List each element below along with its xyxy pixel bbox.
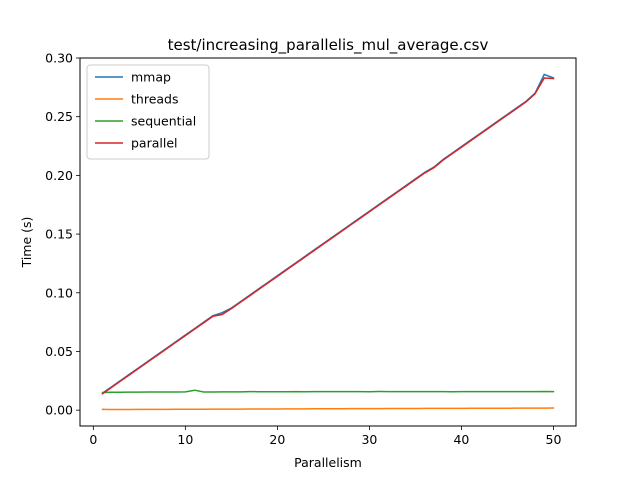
y-tick-label: 0.25 xyxy=(45,109,73,124)
x-tick-label: 40 xyxy=(453,432,469,447)
series-line-sequential xyxy=(101,389,555,394)
x-axis-label: Parallelism xyxy=(294,455,362,470)
legend-label-parallel: parallel xyxy=(131,136,178,151)
x-axis: 0 10 20 30 40 50 xyxy=(89,426,561,447)
x-tick-label: 0 xyxy=(89,432,97,447)
x-tick-label: 10 xyxy=(177,432,193,447)
y-tick-label: 0.20 xyxy=(45,168,73,183)
chart-title: test/increasing_parallelis_mul_average.c… xyxy=(168,36,489,55)
legend: mmap threads sequential parallel xyxy=(86,64,210,160)
series-layer xyxy=(101,73,555,411)
y-axis-label: Time (s) xyxy=(19,217,34,269)
legend-box xyxy=(86,64,210,160)
x-tick-label: 50 xyxy=(546,432,562,447)
series-line-threads xyxy=(101,407,555,411)
y-tick-label: 0.10 xyxy=(45,285,73,300)
x-tick-label: 30 xyxy=(361,432,377,447)
legend-label-mmap: mmap xyxy=(131,70,171,85)
legend-label-threads: threads xyxy=(131,92,179,107)
y-tick-label: 0.00 xyxy=(45,403,73,418)
legend-label-sequential: sequential xyxy=(131,114,196,129)
y-tick-label: 0.15 xyxy=(45,227,73,242)
axes-frame xyxy=(79,57,577,427)
y-tick-label: 0.05 xyxy=(45,344,73,359)
y-axis: 0.00 0.05 0.10 0.15 0.20 0.25 0.30 xyxy=(45,51,80,418)
x-tick-label: 20 xyxy=(269,432,285,447)
y-tick-label: 0.30 xyxy=(45,51,73,66)
series-line-parallel xyxy=(101,77,555,395)
